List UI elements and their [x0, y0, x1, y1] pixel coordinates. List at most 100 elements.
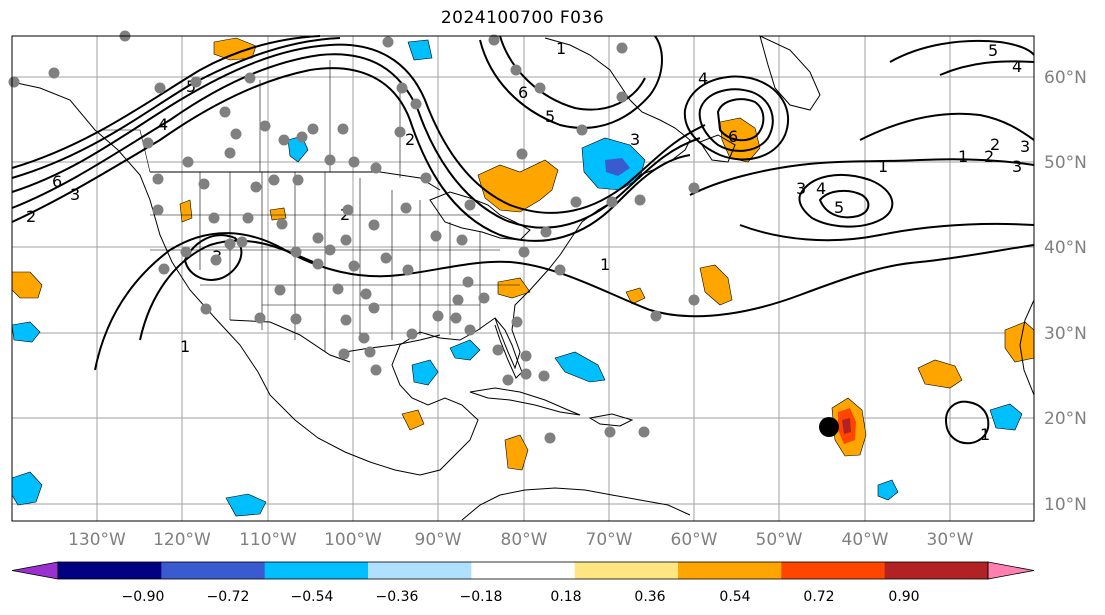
station-dot — [616, 91, 628, 103]
negative-anomaly-region — [449, 339, 481, 361]
colorbar-tick-label: 0.54 — [719, 589, 750, 605]
negative-anomaly-region — [411, 359, 439, 386]
contour-label: 2 — [405, 130, 415, 149]
contour-label: 1 — [600, 255, 610, 274]
lon-label: 60°W — [671, 530, 718, 550]
station-dot — [478, 292, 490, 304]
station-dot — [464, 324, 476, 336]
longitude-labels: 130°W 120°W 110°W 100°W 90°W 80°W 70°W 6… — [68, 530, 974, 550]
contour-line — [11, 37, 341, 179]
station-dot — [420, 172, 432, 184]
lon-label: 100°W — [324, 530, 382, 550]
contour-label: 3 — [1012, 157, 1022, 176]
station-dot — [520, 368, 532, 380]
newfoundland — [699, 134, 736, 163]
station-dot — [510, 64, 522, 76]
station-dot — [200, 303, 212, 315]
colorbar-segment — [884, 562, 989, 579]
gulf-coast — [344, 334, 441, 353]
station-dot — [338, 348, 350, 360]
contour-label: 3 — [70, 185, 80, 204]
west-africa-coast — [1019, 299, 1035, 396]
colorbar-tick-labels: −0.90 −0.72 −0.54 −0.36 −0.18 0.18 0.36 … — [122, 589, 920, 605]
colorbar-segment — [368, 562, 472, 579]
colorbar-tick-label: 0.90 — [888, 589, 919, 605]
station-dot — [340, 314, 352, 326]
station-dot — [492, 344, 504, 356]
contour-line — [94, 232, 1035, 371]
station-dot — [368, 302, 380, 314]
station-dot — [242, 212, 254, 224]
lat-label: 10°N — [1044, 495, 1087, 515]
colorbar-segment — [264, 562, 369, 579]
station-dot — [511, 316, 523, 328]
station-dot — [259, 120, 271, 132]
station-dot — [348, 156, 360, 168]
station-dot — [224, 147, 236, 159]
station-dot — [154, 82, 166, 94]
station-dot — [324, 154, 336, 166]
station-dot — [364, 346, 376, 358]
colorbar-segment — [471, 562, 576, 579]
station-dot — [616, 42, 628, 54]
contour-label: 3 — [1020, 137, 1030, 156]
station-dot — [342, 204, 354, 216]
positive-anomaly-region — [179, 199, 193, 223]
very-strong-positive-anomaly-region — [842, 418, 851, 434]
colorbar-segment — [781, 562, 886, 579]
station-dot — [290, 246, 302, 258]
contour-line — [479, 35, 663, 129]
greenland — [759, 35, 821, 111]
contour-label: 4 — [1012, 57, 1022, 76]
station-dot — [296, 131, 308, 143]
station-dot — [312, 232, 324, 244]
contour-label: 1 — [958, 147, 968, 166]
station-dot — [208, 212, 220, 224]
colorbar-extend-high — [987, 561, 1035, 580]
contour-line — [11, 43, 706, 214]
station-dot — [152, 173, 164, 185]
contour-label: 3 — [796, 179, 806, 198]
positive-anomaly-region — [504, 434, 529, 471]
colorbar-tick-label: −0.54 — [291, 589, 334, 605]
station-dot — [8, 76, 20, 88]
contour-label: 5 — [834, 198, 844, 217]
contour-label: 5 — [186, 77, 196, 96]
contour-label: 4 — [698, 69, 708, 88]
colorbar-tick-label: −0.36 — [376, 589, 419, 605]
lat-label: 40°N — [1044, 238, 1087, 258]
contour-label: 6 — [52, 172, 62, 191]
station-dot — [368, 219, 380, 231]
negative-anomaly-region — [877, 479, 899, 501]
lon-label: 130°W — [68, 530, 126, 550]
colorbar-segment — [678, 562, 782, 579]
lat-label: 60°N — [1044, 68, 1087, 88]
station-dot — [250, 181, 262, 193]
station-dot — [534, 82, 546, 94]
station-dot — [452, 294, 464, 306]
positive-anomaly-region — [917, 359, 963, 389]
lon-label: 40°W — [842, 530, 889, 550]
contour-label: 2 — [984, 147, 994, 166]
station-dot — [380, 252, 392, 264]
station-dot — [370, 162, 382, 174]
station-dot — [254, 312, 266, 324]
contour-label: 1 — [180, 337, 190, 356]
station-dot — [198, 178, 210, 190]
station-dot — [307, 123, 319, 135]
station-dot — [244, 72, 256, 84]
positive-anomaly-region — [625, 287, 646, 305]
contour-line — [11, 35, 321, 169]
station-dot — [570, 196, 582, 208]
station-dot — [324, 244, 336, 256]
storm-center-marker — [819, 417, 839, 437]
contour-line — [859, 112, 1035, 141]
latitude-labels: 60°N 50°N 40°N 30°N 20°N 10°N — [1044, 68, 1087, 515]
station-dot — [340, 234, 352, 246]
station-dot — [292, 174, 304, 186]
station-dot — [278, 134, 290, 146]
contour-line — [889, 39, 1035, 63]
station-dot — [274, 284, 286, 296]
station-dots — [8, 30, 700, 444]
